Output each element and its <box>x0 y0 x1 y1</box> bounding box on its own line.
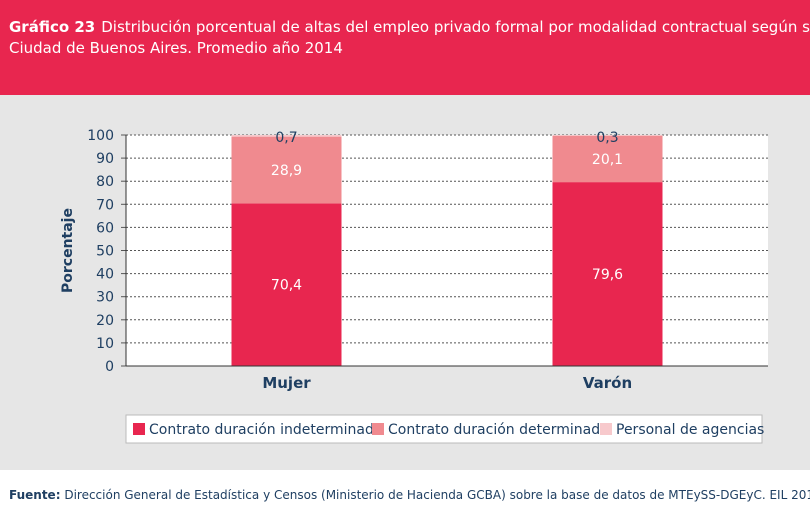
chart-header: Gráfico 23 Distribución porcentual de alt… <box>0 0 810 95</box>
y-tick-label: 50 <box>96 244 114 260</box>
y-tick-label: 70 <box>96 197 114 213</box>
x-tick-label: Varón <box>583 374 632 392</box>
data-label: 28,9 <box>271 163 302 179</box>
data-label: 70,4 <box>271 278 302 294</box>
legend-label: Personal de agencias <box>616 422 764 438</box>
chart-title-line: Gráfico 23 Distribución porcentual de alt… <box>9 18 810 36</box>
y-tick-label: 90 <box>96 151 114 167</box>
data-label: 79,6 <box>592 267 623 283</box>
y-axis-label: Porcentaje <box>60 208 76 293</box>
y-tick-label: 0 <box>105 359 114 375</box>
chart-panel: 0 10 20 30 40 50 60 70 80 90 100 Porcentaje 70,4 28,9… <box>0 95 810 470</box>
source-text: Dirección General de Estadística y Censo… <box>64 488 810 502</box>
y-tick-label: 30 <box>96 290 114 306</box>
y-tick-label: 40 <box>96 267 114 283</box>
chart-subtitle: Ciudad de Buenos Aires. Promedio año 201… <box>9 39 343 57</box>
data-label: 0,7 <box>275 130 297 146</box>
data-label: 20,1 <box>592 152 623 168</box>
bar-varón-series-2 <box>552 135 663 183</box>
stacked-bar-chart: 0 10 20 30 40 50 60 70 80 90 100 Porcentaje 70,4 28,9… <box>60 128 768 444</box>
bar-mujer-series-2 <box>231 136 342 204</box>
data-label: 0,3 <box>596 130 618 146</box>
bar-varón-series-1 <box>552 182 663 366</box>
chart-title: Distribución porcentual de altas del emp… <box>101 18 810 36</box>
legend-swatch <box>600 423 612 435</box>
legend-box <box>125 414 763 444</box>
source-label: Fuente: <box>9 488 61 502</box>
y-tick-label: 20 <box>96 313 114 329</box>
y-tick-label: 100 <box>87 128 114 144</box>
chart-number: Gráfico 23 <box>9 18 96 36</box>
y-tick-label: 80 <box>96 174 114 190</box>
bar-varón-series-3 <box>552 135 663 136</box>
bar-mujer-series-1 <box>231 203 342 366</box>
legend-swatch <box>372 423 384 435</box>
legend-label: Contrato duración indeterminada <box>149 422 382 438</box>
source-note: Fuente: Dirección General de Estadística… <box>9 488 810 502</box>
legend-swatch <box>133 423 145 435</box>
x-tick-label: Mujer <box>262 374 311 392</box>
y-tick-label: 10 <box>96 336 114 352</box>
legend-label: Contrato duración determinada <box>388 422 609 438</box>
y-tick-label: 60 <box>96 220 114 236</box>
bar-mujer-series-3 <box>231 135 342 137</box>
